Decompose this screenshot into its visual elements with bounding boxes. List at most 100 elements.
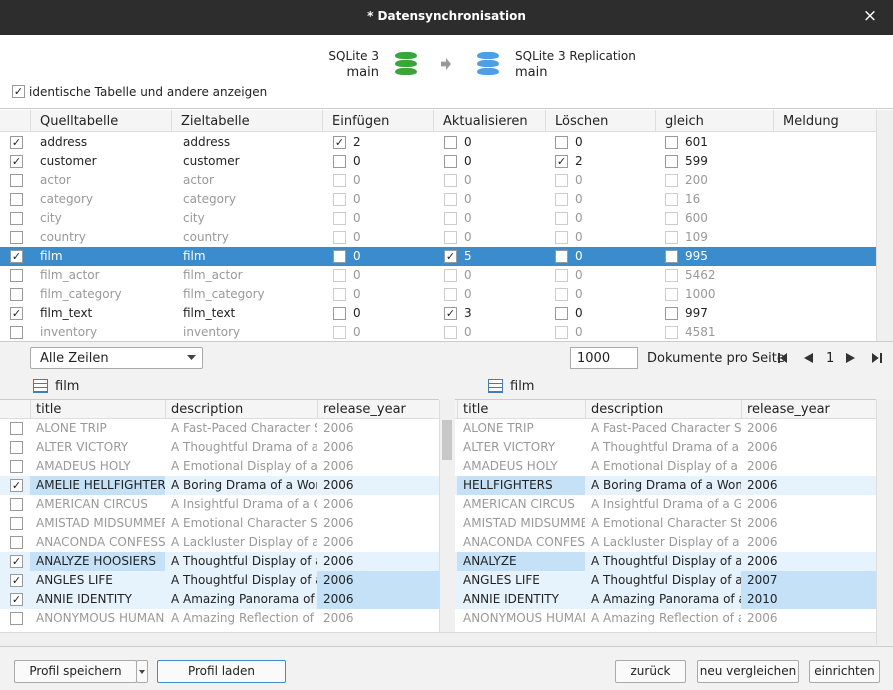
- grid-header: [455, 400, 876, 419]
- count-checkbox[interactable]: ✓: [333, 136, 346, 149]
- row-checkbox[interactable]: ✓: [10, 136, 23, 149]
- filter-label[interactable]: Alle Zeilen: [40, 351, 109, 366]
- row-checkbox[interactable]: [10, 269, 23, 282]
- row-checkbox[interactable]: [10, 498, 23, 511]
- row-checkbox[interactable]: [10, 193, 23, 206]
- count-checkbox[interactable]: [665, 155, 678, 168]
- nav-button[interactable]: [780, 353, 787, 363]
- row-checkbox[interactable]: [10, 612, 23, 625]
- count-checkbox[interactable]: [444, 155, 457, 168]
- apply-button[interactable]: einrichten: [809, 660, 880, 683]
- count-checkbox[interactable]: [555, 193, 568, 206]
- count-checkbox[interactable]: [665, 136, 678, 149]
- row-checkbox[interactable]: [10, 212, 23, 225]
- count-checkbox[interactable]: [555, 250, 568, 263]
- row-checkbox[interactable]: ✓: [10, 307, 23, 320]
- row-checkbox[interactable]: [10, 288, 23, 301]
- count-checkbox[interactable]: [333, 307, 346, 320]
- count-checkbox[interactable]: [444, 212, 457, 225]
- count: 0: [353, 192, 361, 206]
- count-checkbox[interactable]: [444, 231, 457, 244]
- cell: 2006: [747, 440, 778, 454]
- count-checkbox[interactable]: [555, 269, 568, 282]
- count-checkbox[interactable]: [665, 231, 678, 244]
- count: 2: [353, 135, 361, 149]
- row-checkbox[interactable]: ✓: [10, 155, 23, 168]
- row-checkbox[interactable]: [10, 441, 23, 454]
- count-checkbox[interactable]: [444, 326, 457, 339]
- row-checkbox[interactable]: ✓: [10, 479, 23, 492]
- cell: AMISTAD MIDSUMMER: [463, 516, 585, 530]
- count-checkbox[interactable]: [665, 250, 678, 263]
- row-checkbox[interactable]: [10, 174, 23, 187]
- row-checkbox[interactable]: [10, 231, 23, 244]
- count-checkbox[interactable]: [444, 193, 457, 206]
- row-checkbox[interactable]: [10, 536, 23, 549]
- row-checkbox[interactable]: ✓: [10, 593, 23, 606]
- cell: ANALYZE: [463, 554, 517, 568]
- count-checkbox[interactable]: [444, 174, 457, 187]
- count-checkbox[interactable]: ✓: [555, 155, 568, 168]
- cell: A Boring Drama of a Woma: [171, 478, 317, 492]
- column-header: Aktualisieren: [443, 114, 528, 129]
- cell: ANNIE IDENTITY: [36, 592, 132, 606]
- save-profile-button[interactable]: Profil speichern: [14, 660, 137, 683]
- count-checkbox[interactable]: [555, 231, 568, 244]
- page-size[interactable]: 1000: [577, 351, 611, 366]
- count-checkbox[interactable]: [665, 212, 678, 225]
- row-checkbox[interactable]: ✓: [10, 250, 23, 263]
- row-checkbox[interactable]: [10, 326, 23, 339]
- nav-button[interactable]: [846, 353, 855, 363]
- count: 0: [575, 268, 583, 282]
- count-checkbox[interactable]: [333, 231, 346, 244]
- load-profile-button[interactable]: Profil laden: [157, 660, 286, 683]
- filter-dropdown[interactable]: [30, 347, 203, 369]
- nav-button[interactable]: [804, 353, 813, 363]
- count-checkbox[interactable]: [333, 250, 346, 263]
- compare-button[interactable]: neu vergleichen: [697, 660, 799, 683]
- count-checkbox[interactable]: [555, 174, 568, 187]
- count-checkbox[interactable]: [665, 269, 678, 282]
- row-checkbox[interactable]: ✓: [10, 555, 23, 568]
- source-engine: SQLite 3: [328, 49, 379, 63]
- count-checkbox[interactable]: [333, 212, 346, 225]
- count-checkbox[interactable]: [555, 212, 568, 225]
- column-header: Quelltabelle: [40, 114, 119, 129]
- table-icon: [488, 379, 503, 393]
- count-checkbox[interactable]: [555, 326, 568, 339]
- row-checkbox[interactable]: [10, 422, 23, 435]
- count-checkbox[interactable]: [333, 326, 346, 339]
- nav-button[interactable]: [872, 353, 879, 363]
- count-checkbox[interactable]: [444, 136, 457, 149]
- count-checkbox[interactable]: [333, 269, 346, 282]
- count-checkbox[interactable]: [665, 193, 678, 206]
- count-checkbox[interactable]: [333, 174, 346, 187]
- count-checkbox[interactable]: [665, 288, 678, 301]
- row-checkbox[interactable]: ✓: [10, 574, 23, 587]
- cell: 2006: [323, 421, 354, 435]
- close-button[interactable]: ×: [862, 6, 878, 26]
- dropdown-arrow: [187, 355, 196, 360]
- count-checkbox[interactable]: ✓: [444, 307, 457, 320]
- back-button[interactable]: zurück: [615, 660, 686, 683]
- row-checkbox[interactable]: [10, 517, 23, 530]
- show-identical-checkbox[interactable]: ✓: [12, 85, 25, 98]
- count-checkbox[interactable]: [665, 174, 678, 187]
- count-checkbox[interactable]: [555, 288, 568, 301]
- count-checkbox[interactable]: [555, 136, 568, 149]
- count-checkbox[interactable]: [665, 326, 678, 339]
- target-table: category: [183, 192, 237, 206]
- row-checkbox[interactable]: [10, 460, 23, 473]
- count-checkbox[interactable]: [665, 307, 678, 320]
- count-checkbox[interactable]: [444, 288, 457, 301]
- cell: A Thoughtful Display of a W: [171, 573, 317, 587]
- cell: 2006: [323, 573, 354, 587]
- count-checkbox[interactable]: [333, 193, 346, 206]
- count-checkbox[interactable]: [444, 269, 457, 282]
- count-checkbox[interactable]: [333, 288, 346, 301]
- count-checkbox[interactable]: [333, 155, 346, 168]
- cell: A Boring Drama of a Woma: [591, 478, 741, 492]
- count-checkbox[interactable]: [555, 307, 568, 320]
- page-size-input[interactable]: [570, 347, 638, 369]
- count-checkbox[interactable]: ✓: [444, 250, 457, 263]
